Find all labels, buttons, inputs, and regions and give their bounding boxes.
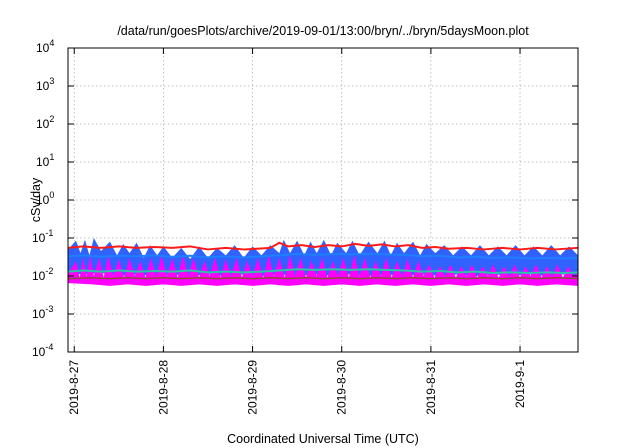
x-tick-label: 2019-8-31 <box>424 360 438 415</box>
y-axis-label: cSv/day <box>29 177 43 222</box>
series-line <box>68 268 578 274</box>
y-tick-label: 10-3 <box>32 304 53 321</box>
y-tick-exponent: 1 <box>49 152 54 162</box>
y-tick-label: 103 <box>36 76 54 93</box>
y-tick-exponent: 2 <box>49 114 54 124</box>
y-tick-exponent: -4 <box>45 342 53 352</box>
y-tick-exponent: 4 <box>49 38 54 48</box>
series-line <box>68 279 578 283</box>
y-tick-exponent: 3 <box>49 76 54 86</box>
x-axis: 2019-8-27 2019-8-28 2019-8-29 2019-8-30 2019… <box>67 48 527 415</box>
y-tick-label: 10-2 <box>32 266 53 283</box>
x-tick-label: 2019-9-1 <box>513 360 527 408</box>
chart-title: /data/run/goesPlots/archive/2019-09-01/1… <box>117 24 529 38</box>
y-tick-exponent: 0 <box>49 190 54 200</box>
series-group <box>68 238 578 286</box>
x-tick-label: 2019-8-29 <box>246 360 260 415</box>
y-tick-label: 10-4 <box>32 342 53 359</box>
y-tick-exponent: -2 <box>45 266 53 276</box>
series-line <box>68 252 578 260</box>
series-line <box>68 276 578 280</box>
x-tick-label: 2019-8-27 <box>67 360 81 415</box>
y-tick-label: 10-1 <box>32 228 53 245</box>
y-tick-label: 101 <box>36 152 54 169</box>
y-tick-label: 104 <box>36 38 54 55</box>
x-tick-label: 2019-8-28 <box>156 360 170 415</box>
y-tick-exponent: -1 <box>45 228 53 238</box>
grid <box>68 48 578 352</box>
series-line <box>68 241 578 251</box>
y-tick-label: 102 <box>36 114 54 131</box>
x-axis-label: Coordinated Universal Time (UTC) <box>227 432 419 446</box>
y-tick-exponent: -3 <box>45 304 53 314</box>
x-tick-label: 2019-8-30 <box>335 360 349 415</box>
data-layer <box>68 238 578 286</box>
